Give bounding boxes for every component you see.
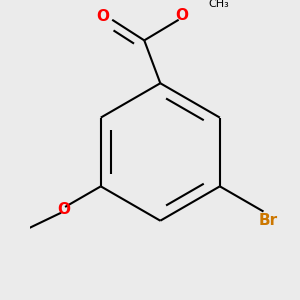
Text: Br: Br (259, 213, 278, 228)
Text: O: O (176, 8, 189, 23)
Text: O: O (97, 9, 110, 24)
Text: O: O (57, 202, 70, 217)
Text: CH₃: CH₃ (208, 0, 229, 9)
